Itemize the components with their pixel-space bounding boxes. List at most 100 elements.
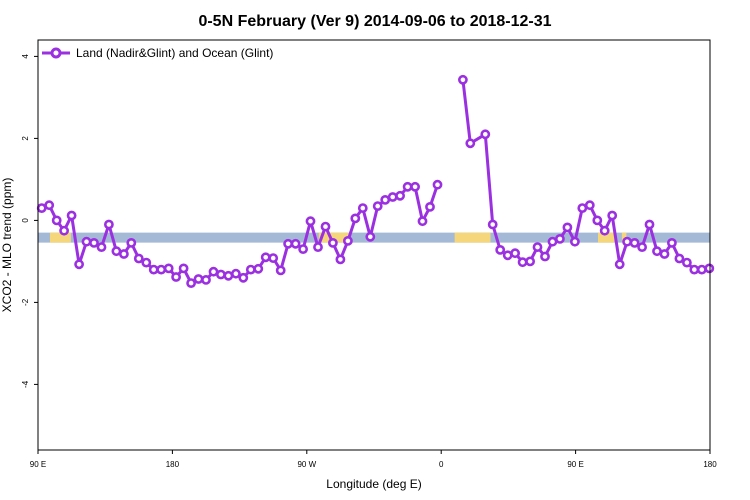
- data-point: [480, 129, 491, 140]
- data-point: [425, 201, 435, 212]
- data-point: [365, 231, 376, 242]
- data-point: [223, 270, 234, 281]
- y-tick-label: 2: [21, 136, 30, 141]
- data-point: [178, 263, 189, 274]
- data-point: [44, 200, 55, 211]
- data-point: [395, 190, 405, 201]
- data-point: [215, 269, 226, 280]
- legend-label: Land (Nadir&Glint) and Ocean (Glint): [76, 46, 273, 60]
- chart-title: 0-5N February (Ver 9) 2014-09-06 to 2018…: [198, 13, 551, 30]
- x-tick-label: 90 W: [297, 460, 316, 469]
- data-point: [51, 215, 62, 226]
- data-point: [555, 233, 565, 244]
- data-point: [584, 200, 595, 211]
- data-point: [186, 278, 196, 288]
- x-tick-label: 90 E: [30, 460, 46, 469]
- data-point: [495, 244, 506, 255]
- data-point: [96, 242, 107, 252]
- data-point: [59, 225, 69, 236]
- data-point: [290, 238, 301, 249]
- data-point: [704, 263, 715, 274]
- data-point: [592, 215, 603, 226]
- legend-marker-swatch: [50, 47, 62, 59]
- data-point: [133, 253, 144, 264]
- data-point: [387, 192, 398, 202]
- data-point: [525, 256, 535, 267]
- data-point: [607, 210, 618, 221]
- data-point: [74, 259, 84, 270]
- data-point: [674, 253, 685, 264]
- data-point: [313, 242, 323, 252]
- data-point: [380, 194, 391, 205]
- data-point: [562, 222, 573, 233]
- data-point: [283, 238, 293, 249]
- data-point: [659, 249, 670, 259]
- data-point: [141, 257, 152, 268]
- series-layer: [36, 74, 715, 288]
- data-point: [517, 257, 528, 268]
- data-point: [320, 221, 331, 232]
- data-point: [171, 272, 181, 282]
- data-point: [487, 219, 498, 230]
- data-point: [689, 264, 700, 275]
- data-point: [432, 179, 443, 190]
- data-point: [104, 219, 114, 230]
- data-point: [644, 219, 655, 230]
- legend: Land (Nadir&Glint) and Ocean (Glint): [42, 46, 273, 60]
- data-point: [577, 203, 588, 213]
- x-tick-label: 0: [439, 460, 444, 469]
- data-point: [540, 251, 550, 262]
- y-axis-label: XCO2 - MLO trend (ppm): [0, 178, 14, 313]
- data-point: [119, 249, 129, 259]
- data-point: [342, 235, 353, 246]
- data-point: [148, 264, 159, 275]
- data-point: [335, 254, 346, 265]
- data-point: [570, 236, 580, 247]
- data-point: [510, 248, 520, 259]
- data-point: [126, 237, 137, 248]
- data-point: [298, 244, 308, 254]
- data-point: [357, 203, 368, 213]
- x-tick-label: 90 E: [567, 460, 583, 469]
- data-point: [629, 237, 640, 248]
- data-point: [402, 181, 413, 192]
- data-point: [230, 268, 241, 279]
- data-point: [253, 263, 264, 274]
- data-point: [599, 225, 610, 236]
- x-axis: 90 E 180 90 W 0 90 E 180: [30, 450, 717, 469]
- data-point: [532, 242, 543, 252]
- data-point: [156, 264, 167, 275]
- data-point: [652, 246, 662, 257]
- x-tick-label: 180: [166, 460, 180, 469]
- data-point: [81, 236, 92, 247]
- data-point: [667, 237, 677, 248]
- y-tick-label: -2: [21, 298, 30, 306]
- data-point: [201, 274, 211, 285]
- data-point: [66, 210, 77, 221]
- data-point: [163, 263, 174, 274]
- y-tick-label: 4: [21, 54, 30, 59]
- data-point: [275, 265, 286, 276]
- data-point: [637, 242, 647, 252]
- data-point: [305, 216, 316, 227]
- data-point: [372, 201, 383, 211]
- data-point: [327, 237, 338, 248]
- data-point: [350, 213, 361, 224]
- data-point: [89, 237, 99, 248]
- data-point: [245, 264, 256, 275]
- y-tick-label: -4: [21, 380, 30, 388]
- y-axis: -4 -2 0 2 4: [21, 54, 38, 388]
- data-point: [696, 264, 707, 275]
- data-point: [238, 272, 249, 283]
- data-point: [465, 138, 476, 149]
- x-axis-label: Longitude (deg E): [326, 477, 421, 491]
- data-point: [410, 181, 420, 192]
- data-point: [622, 236, 632, 247]
- data-point: [614, 259, 625, 270]
- data-point: [268, 253, 279, 263]
- data-point: [193, 274, 204, 284]
- data-point: [417, 216, 428, 227]
- data-point: [36, 203, 47, 213]
- data-point: [260, 252, 271, 263]
